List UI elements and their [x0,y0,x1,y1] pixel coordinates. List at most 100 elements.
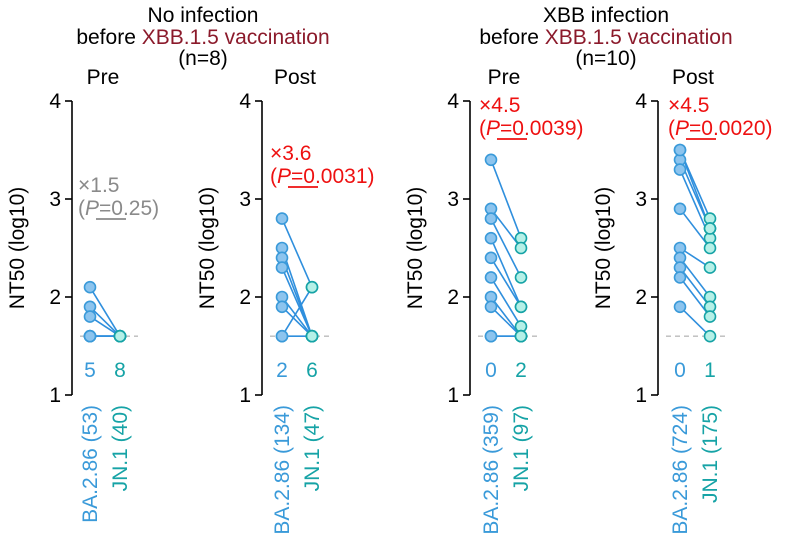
group-title-prefix: before [479,26,544,49]
count-jn1: 8 [114,359,126,382]
p-value-label: (P=0.25) [78,197,159,220]
point-jn1 [703,329,717,343]
point-jn1 [305,280,319,294]
category-label-jn1: JN.1 (97) [510,405,533,491]
point-ba286 [484,231,498,245]
point-jn1 [703,310,717,323]
y-axis-label: NT50 (log10) [6,187,29,310]
y-tick-label: 4 [635,90,647,113]
y-tick-label: 3 [49,188,61,211]
pair-line [89,306,121,337]
category-label-ba286: BA.2.86 (53) [79,405,102,523]
category-label-ba286: BA.2.86 (359) [480,405,503,535]
count-ba286: 0 [674,359,686,382]
category-label-ba286: BA.2.86 (724) [669,405,692,535]
panel-1: Pre 1 2 3 4 NT50 (log10) 5 8 ×1.5(P=0.25) BA.2.86… [6,66,159,523]
y-tick-label: 1 [49,384,61,407]
point-ba286 [484,212,498,225]
point-jn1 [514,300,528,314]
point-ba286 [484,153,498,167]
pair-line [89,286,121,337]
category-label-ba286: BA.2.86 (134) [271,405,294,535]
point-ba286 [484,251,498,265]
point-jn1 [703,222,717,235]
group-header-no-infection: No infection before XBB.1.5 vaccination … [76,4,329,70]
count-jn1: 6 [306,359,318,382]
group-n-label: (n=8) [178,47,228,70]
point-ba286 [484,271,498,284]
y-axis-label: NT50 (log10) [196,187,219,310]
point-ba286 [275,300,289,314]
fold-change-label: ×3.6 [270,142,311,165]
y-axis-label: NT50 (log10) [404,187,427,310]
point-ba286 [673,202,687,216]
y-axis-label: NT50 (log10) [592,187,615,310]
point-ba286 [673,300,687,314]
point-ba286 [673,271,687,284]
y-tick-label: 2 [635,286,647,309]
y-tick-label: 4 [49,90,61,113]
y-tick-label: 3 [239,188,251,211]
pair-line [490,218,522,278]
group-title-line2: before XBB.1.5 vaccination [76,26,329,49]
p-value-label: (P=0.0020) [668,117,773,140]
count-ba286: 0 [485,359,497,382]
group-title-line2: before XBB.1.5 vaccination [479,26,732,49]
group-title-line1: XBB infection [543,4,669,27]
panels: Pre 1 2 3 4 NT50 (log10) 5 8 ×1.5(P=0.25) BA.2.86… [6,66,773,535]
group-n-label: (n=10) [575,47,636,70]
y-tick-label: 2 [239,286,251,309]
count-jn1: 1 [704,359,716,382]
y-tick-label: 2 [447,286,459,309]
point-jn1 [703,261,717,274]
pair-line [490,159,522,239]
y-tick-label: 1 [447,384,459,407]
point-ba286 [275,329,289,343]
count-jn1: 2 [515,359,527,382]
pair-line [490,237,522,308]
pair-line [490,276,522,327]
pair-line [490,257,522,308]
point-ba286 [484,329,498,343]
pair-line [281,286,313,337]
pair-line [679,306,711,337]
point-ba286 [83,280,97,294]
panel-title: Post [672,66,714,89]
point-ba286 [83,329,97,343]
y-tick-label: 3 [447,188,459,211]
vaccine-label: XBB.1.5 vaccination [142,26,330,49]
y-tick-label: 1 [635,384,647,407]
point-ba286 [673,143,687,157]
panel-title: Pre [488,66,521,89]
y-tick-label: 3 [635,188,647,211]
point-ba286 [484,300,498,314]
pair-line [490,306,522,337]
fold-change-label: ×1.5 [78,174,119,197]
category-label-jn1: JN.1 (47) [301,405,324,491]
group-title-prefix: before [76,26,141,49]
group-header-xbb-infection: XBB infection before XBB.1.5 vaccination… [479,4,732,70]
point-ba286 [275,212,289,225]
point-ba286 [673,163,687,176]
point-jn1 [514,329,528,343]
y-tick-label: 2 [49,286,61,309]
category-label-jn1: JN.1 (175) [699,405,722,503]
point-jn1 [514,271,528,284]
pair-line [281,218,313,288]
point-jn1 [113,329,127,343]
p-value-label: (P=0.0039) [479,117,584,140]
panel-title: Pre [87,66,120,89]
point-jn1 [514,241,528,255]
point-jn1 [305,329,319,343]
fold-change-label: ×4.5 [479,94,520,117]
point-ba286 [83,310,97,323]
panel-title: Post [274,66,316,89]
vaccine-label: XBB.1.5 vaccination [545,26,733,49]
pair-line [281,267,313,337]
count-ba286: 5 [84,359,96,382]
group-title-line1: No infection [148,4,259,27]
